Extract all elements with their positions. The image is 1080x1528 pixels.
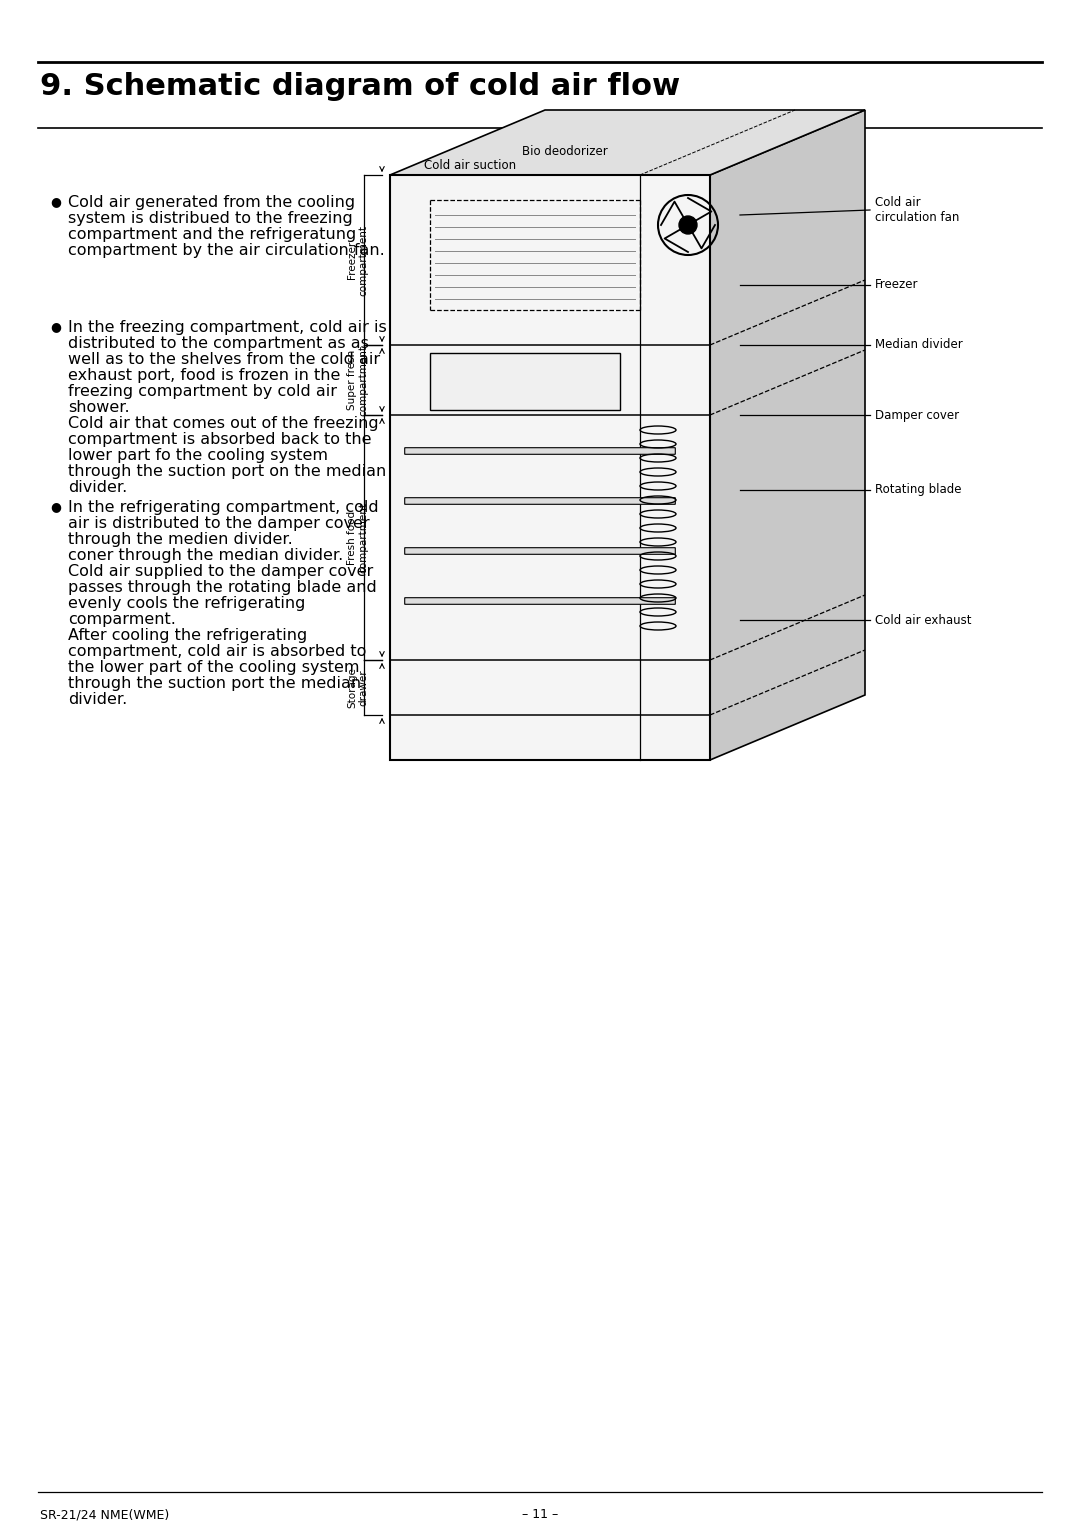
Text: through the suction port the median: through the suction port the median: [68, 675, 361, 691]
Text: In the freezing compartment, cold air is: In the freezing compartment, cold air is: [68, 319, 387, 335]
Text: Fresh food
compartment: Fresh food compartment: [347, 503, 368, 573]
Text: divider.: divider.: [68, 480, 127, 495]
Text: Median divider: Median divider: [875, 339, 962, 351]
Text: well as to the shelves from the cold air: well as to the shelves from the cold air: [68, 351, 380, 367]
Text: compartment and the refrigeratung: compartment and the refrigeratung: [68, 228, 356, 241]
Text: 9. Schematic diagram of cold air flow: 9. Schematic diagram of cold air flow: [40, 72, 680, 101]
Text: Cold air suction: Cold air suction: [424, 159, 516, 173]
Text: through the suction port on the median: through the suction port on the median: [68, 465, 387, 478]
Text: the lower part of the cooling system: the lower part of the cooling system: [68, 660, 360, 675]
Polygon shape: [390, 176, 710, 759]
Text: Bio deodorizer: Bio deodorizer: [522, 145, 608, 157]
Text: Freezer: Freezer: [875, 278, 918, 292]
Text: Storage
drawer: Storage drawer: [347, 668, 368, 707]
Polygon shape: [710, 110, 865, 759]
Text: Cold air
circulation fan: Cold air circulation fan: [875, 196, 959, 225]
Text: distributed to the compartment as as: distributed to the compartment as as: [68, 336, 369, 351]
Text: shower.: shower.: [68, 400, 130, 416]
Text: Cold air supplied to the damper cover: Cold air supplied to the damper cover: [68, 564, 374, 579]
Text: Cold air exhaust: Cold air exhaust: [875, 614, 972, 626]
FancyBboxPatch shape: [405, 448, 675, 454]
Text: freezing compartment by cold air: freezing compartment by cold air: [68, 384, 337, 399]
Text: compartment, cold air is absorbed to: compartment, cold air is absorbed to: [68, 643, 366, 659]
Text: ●: ●: [50, 319, 60, 333]
Text: system is distribued to the freezing: system is distribued to the freezing: [68, 211, 353, 226]
Text: through the medien divider.: through the medien divider.: [68, 532, 293, 547]
Text: After cooling the refrigerating: After cooling the refrigerating: [68, 628, 307, 643]
Circle shape: [679, 215, 697, 234]
Text: passes through the rotating blade and: passes through the rotating blade and: [68, 581, 377, 594]
Text: lower part fo the cooling system: lower part fo the cooling system: [68, 448, 328, 463]
FancyBboxPatch shape: [405, 547, 675, 555]
Text: Rotating blade: Rotating blade: [875, 483, 961, 497]
Text: evenly cools the refrigerating: evenly cools the refrigerating: [68, 596, 306, 611]
Text: air is distributed to the damper cover: air is distributed to the damper cover: [68, 516, 369, 532]
Text: In the refrigerating compartment, cold: In the refrigerating compartment, cold: [68, 500, 379, 515]
FancyBboxPatch shape: [405, 597, 675, 604]
Text: exhaust port, food is frozen in the: exhaust port, food is frozen in the: [68, 368, 340, 384]
Text: compartment is absorbed back to the: compartment is absorbed back to the: [68, 432, 372, 448]
Text: SR-21/24 NME(WME): SR-21/24 NME(WME): [40, 1508, 170, 1520]
Text: compartment by the air circulation fan.: compartment by the air circulation fan.: [68, 243, 384, 258]
Text: comparment.: comparment.: [68, 613, 176, 626]
FancyBboxPatch shape: [430, 353, 620, 410]
Polygon shape: [390, 110, 865, 176]
Text: Freezer
compartment: Freezer compartment: [347, 225, 368, 295]
Text: Damper cover: Damper cover: [875, 408, 959, 422]
Text: Cold air generated from the cooling: Cold air generated from the cooling: [68, 196, 355, 209]
Text: coner through the median divider.: coner through the median divider.: [68, 549, 343, 562]
FancyBboxPatch shape: [405, 498, 675, 504]
Text: ●: ●: [50, 196, 60, 208]
Text: Cold air that comes out of the freezing: Cold air that comes out of the freezing: [68, 416, 379, 431]
Text: Super fresh
compartment: Super fresh compartment: [347, 344, 368, 416]
Text: ●: ●: [50, 500, 60, 513]
Text: divider.: divider.: [68, 692, 127, 707]
Text: – 11 –: – 11 –: [522, 1508, 558, 1520]
